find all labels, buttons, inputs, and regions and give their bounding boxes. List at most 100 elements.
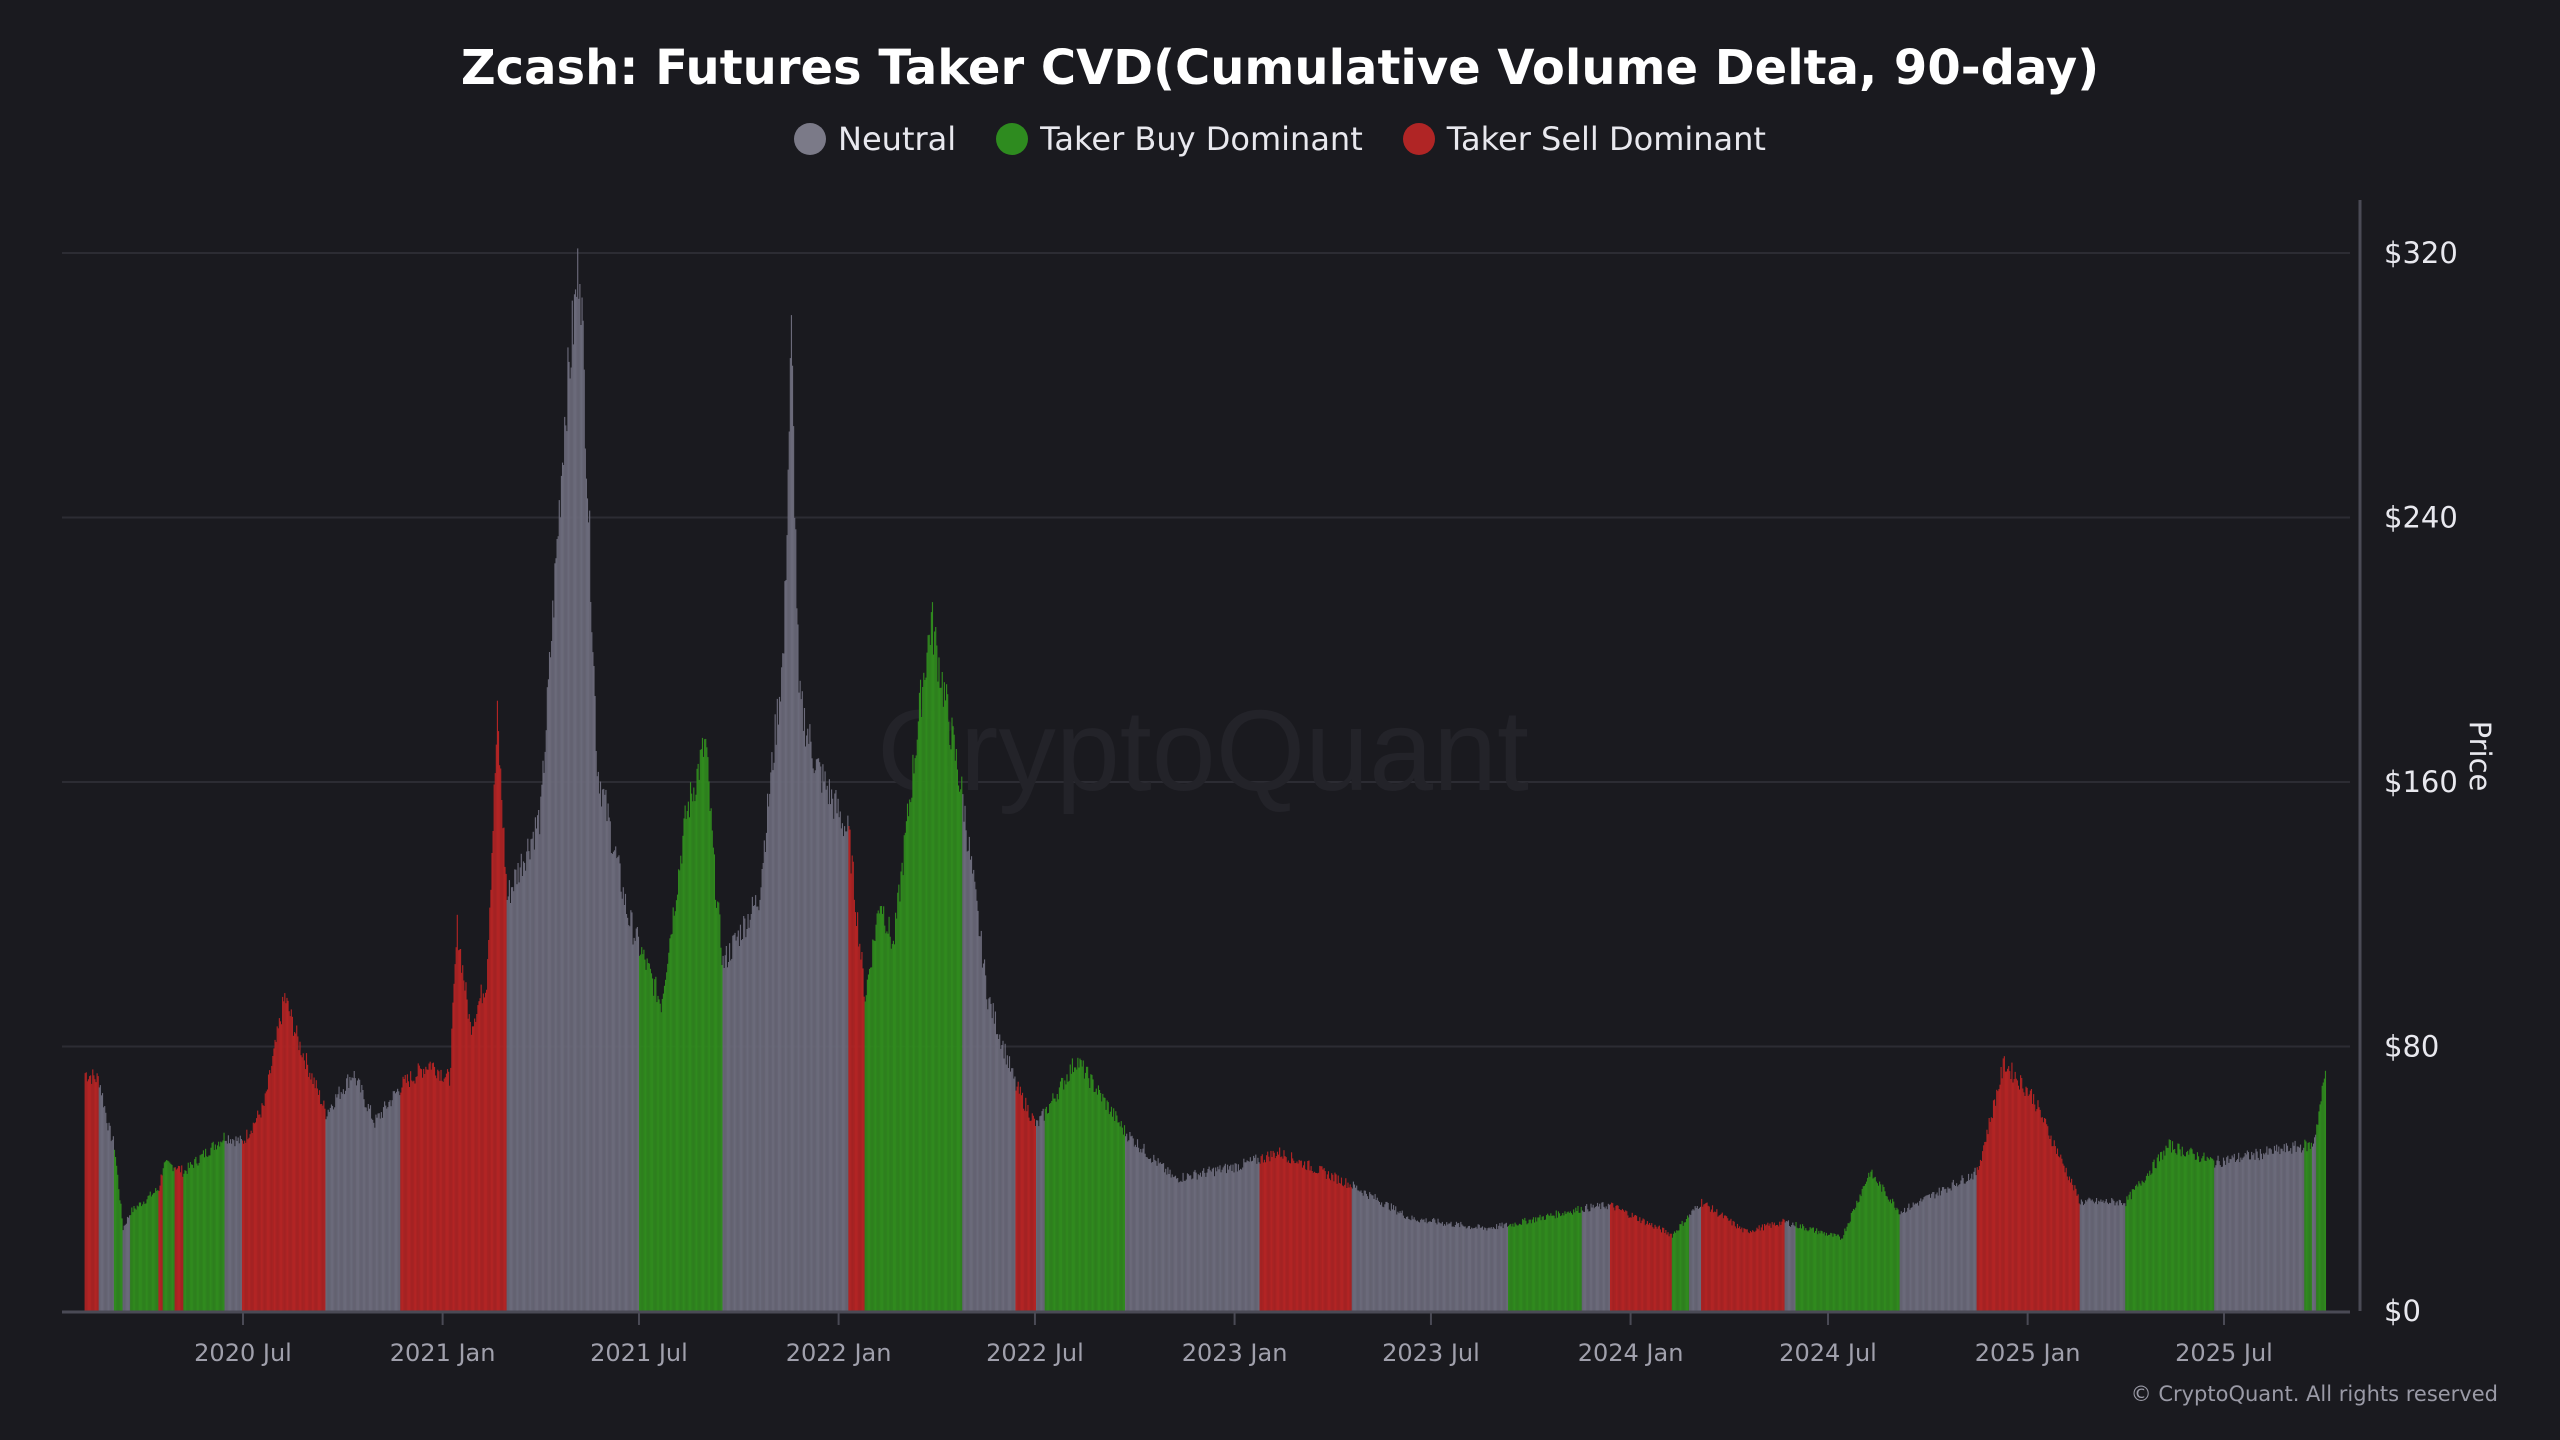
price-bar-sell [2041,1117,2043,1311]
price-bar-sell [412,1081,414,1311]
price-bar-sell [1654,1224,1656,1311]
price-bar-neutral [809,724,811,1311]
price-bar-sell [279,1021,282,1311]
price-bar-neutral [2285,1143,2287,1311]
price-bar-buy [698,779,700,1311]
price-bar-buy [1864,1183,1867,1311]
price-bar-neutral [584,448,586,1311]
price-bar-neutral [1463,1226,1465,1311]
price-bar-buy [656,1002,658,1311]
price-bar-sell [1768,1225,1770,1311]
price-bar-neutral [104,1106,106,1311]
price-bar-neutral [999,1034,1001,1311]
price-bar-neutral [1936,1192,1938,1311]
price-bar-neutral [990,1003,992,1311]
price-bar-neutral [2098,1200,2100,1311]
price-bar-neutral [1187,1174,1190,1311]
price-bar-sell [182,1176,184,1311]
price-bar-neutral [988,998,990,1311]
price-bar-sell [1781,1221,1783,1311]
price-bar-sell [1729,1220,1731,1311]
price-bar-sell [419,1068,421,1311]
price-bar-neutral [587,522,590,1311]
price-bar-buy [2192,1153,2194,1311]
price-bar-buy [1895,1210,1897,1311]
price-bar-neutral [1213,1176,1216,1311]
price-bar-neutral [1438,1222,1440,1311]
price-bar-neutral [835,790,837,1311]
price-bar-neutral [1361,1192,1363,1311]
price-bar-neutral [1199,1172,1202,1311]
price-bar-sell [2035,1111,2037,1311]
price-bar-buy [202,1150,205,1311]
price-bar-sell [315,1080,317,1311]
price-bar-buy [1525,1220,1527,1311]
price-bar-neutral [823,781,825,1311]
price-bar-neutral [555,558,557,1311]
price-bar-buy [1844,1228,1846,1311]
legend-item-sell[interactable]: Taker Sell Dominant [1402,120,1766,158]
price-bar-neutral [2220,1167,2222,1311]
price-bar-sell [1628,1217,1630,1311]
price-bar-neutral [1480,1227,1482,1311]
price-bar-buy [1109,1111,1111,1311]
price-bar-buy [130,1215,132,1311]
price-bar-sell [267,1074,270,1311]
price-bar-buy [1121,1127,1123,1311]
price-bar-neutral [2116,1201,2118,1311]
price-bar-sell [2069,1182,2072,1311]
price-bar-neutral [983,959,986,1311]
price-bar-neutral [831,789,833,1311]
price-bar-neutral [847,815,849,1311]
price-bar-sell [852,861,854,1311]
price-bar-sell [480,984,482,1311]
price-bar-buy [1558,1213,1561,1311]
price-bar-neutral [553,617,555,1311]
price-bar-neutral [744,918,746,1311]
price-bar-neutral [2286,1145,2289,1311]
price-bar-sell [1783,1219,1785,1311]
price-bar-sell [160,1174,162,1311]
price-bar-sell [483,997,485,1311]
price-bar-neutral [1376,1197,1378,1311]
price-bar-buy [955,749,957,1311]
price-bar-neutral [1415,1221,1417,1311]
price-bar-buy [1567,1211,1569,1311]
price-bar-buy [1512,1223,1514,1311]
price-bar-neutral [2255,1148,2257,1311]
price-bar-buy [650,973,653,1311]
price-bar-neutral [1425,1218,1427,1311]
price-bar-buy [117,1174,119,1311]
price-bar-neutral [347,1074,349,1311]
price-bar-buy [2148,1176,2150,1311]
price-bar-sell [1259,1163,1261,1311]
price-bar-buy [680,855,682,1311]
price-bar-neutral [105,1112,107,1311]
price-bar-buy [2207,1158,2209,1311]
price-bar-neutral [1899,1214,1901,1311]
price-bar-neutral [2295,1151,2297,1311]
legend-item-neutral[interactable]: Neutral [794,120,956,158]
price-bar-neutral [1001,1045,1003,1311]
price-bar-buy [872,939,874,1311]
price-bar-sell [859,943,861,1311]
price-bar-neutral [1211,1168,1213,1311]
price-bar-buy [710,808,712,1311]
price-bar-buy [886,931,888,1311]
price-bar-neutral [753,905,756,1311]
price-bar-neutral [611,853,614,1311]
price-bar-sell [1295,1163,1297,1311]
price-bar-neutral [342,1089,344,1311]
price-bar-neutral [635,928,637,1311]
price-bar-buy [183,1173,185,1311]
price-bar-buy [205,1148,207,1311]
price-bar-neutral [351,1077,353,1311]
price-bar-neutral [2087,1199,2089,1311]
price-bar-sell [462,965,464,1311]
price-bar-buy [197,1165,199,1311]
price-bar-neutral [1363,1190,1365,1311]
price-bar-sell [1760,1227,1762,1311]
legend-item-buy[interactable]: Taker Buy Dominant [996,120,1363,158]
price-bar-sell [1638,1221,1640,1311]
price-bar-neutral [1944,1189,1946,1311]
